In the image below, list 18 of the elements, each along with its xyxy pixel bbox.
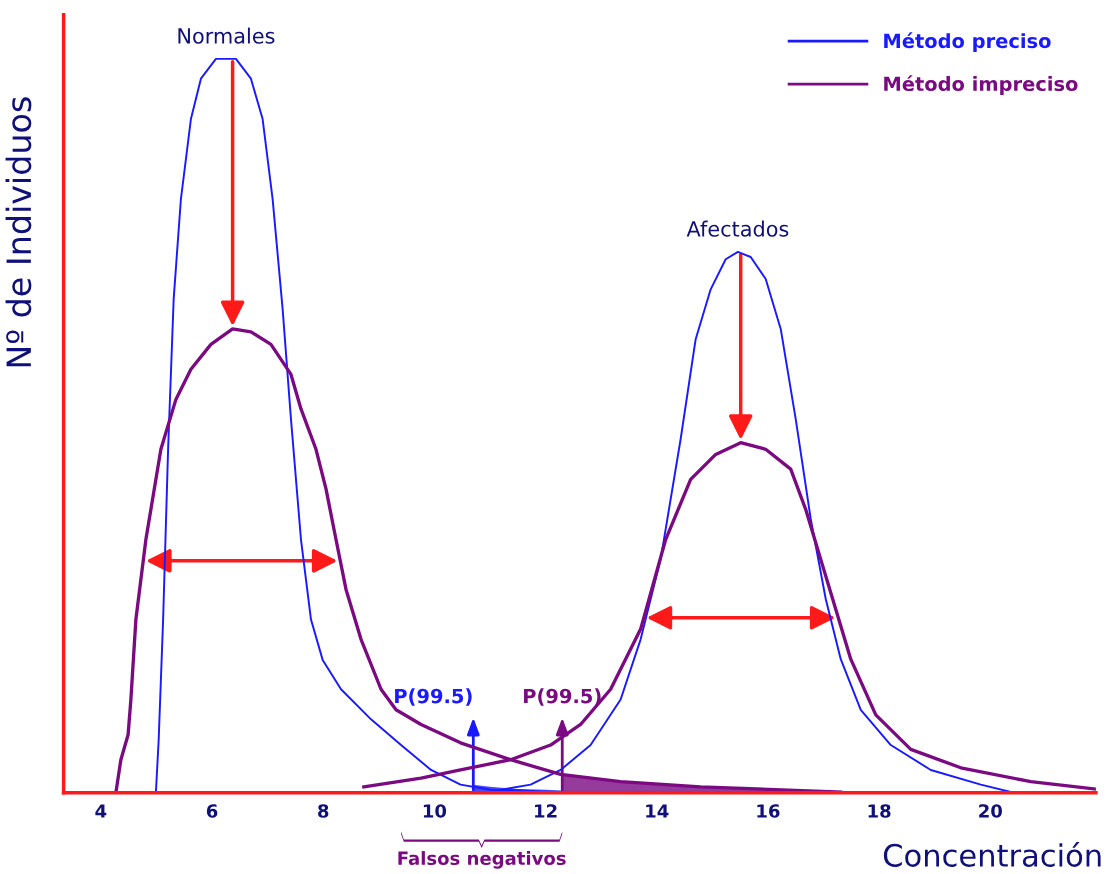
annotation: Normales [178,27,275,44]
annotation: P(99.5) [524,688,601,706]
x-tick-label: 16 [757,804,780,818]
x-tick-label: 10 [423,804,447,818]
legend-label: Método impreciso [884,75,1078,95]
text: Falsos negativos [398,851,566,869]
y-axis-title: Nº de Individuos [5,97,32,367]
x-tick-label: 14 [646,804,669,818]
x-tick-label: 20 [979,804,1002,818]
x-tick-label: 18 [868,804,891,818]
annotation: P(99.5) [395,688,472,706]
x-tick-label: 4 [95,804,107,818]
legend-label: Método preciso [884,32,1051,52]
annotation: Afectados [686,220,789,237]
x-tick-label: 12 [535,804,557,818]
x-tick-label: 8 [318,804,329,818]
x-tick-label: 6 [206,804,218,818]
x-axis-title: Concentración [883,842,1101,867]
